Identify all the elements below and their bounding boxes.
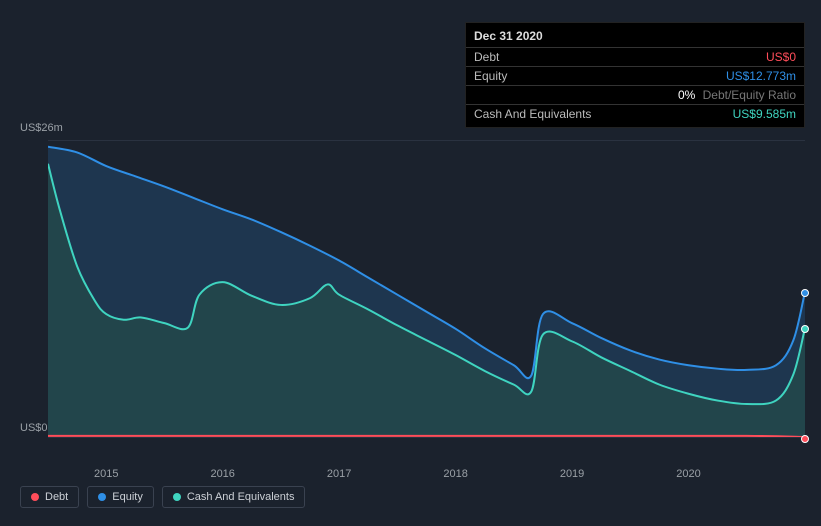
legend-label: Equity [112,491,143,503]
series-end-marker [801,325,809,333]
legend-item[interactable]: Debt [20,486,79,508]
tooltip-label: Cash And Equivalents [474,107,591,121]
tooltip-label: Equity [474,69,507,83]
series-end-marker [801,435,809,443]
x-tick-label: 2020 [676,468,700,480]
tooltip-value: US$9.585m [733,107,796,121]
chart-svg [48,141,805,437]
series-line [48,436,805,437]
legend-item[interactable]: Equity [87,486,154,508]
x-tick-label: 2018 [443,468,467,480]
legend-label: Debt [45,491,68,503]
legend-label: Cash And Equivalents [187,491,295,503]
legend-item[interactable]: Cash And Equivalents [162,486,306,508]
legend: Debt Equity Cash And Equivalents [20,486,305,508]
y-axis-bottom-label: US$0 [20,422,48,434]
hover-tooltip: Dec 31 2020 Debt US$0 Equity US$12.773m 0% D… [465,22,805,128]
tooltip-date: Dec 31 2020 [466,27,804,48]
x-tick-label: 2015 [94,468,118,480]
y-axis-top-label: US$26m [20,122,63,134]
tooltip-row: 0% Debt/Equity Ratio [466,86,804,105]
tooltip-value: US$12.773m [726,69,796,83]
tooltip-row: Debt US$0 [466,48,804,67]
x-tick-label: 2017 [327,468,351,480]
chart-plot-area[interactable] [48,140,805,438]
x-tick-label: 2019 [560,468,584,480]
tooltip-label: Debt [474,50,499,64]
x-tick-label: 2016 [210,468,234,480]
tooltip-row: Equity US$12.773m [466,67,804,86]
tooltip-value: 0% Debt/Equity Ratio [678,88,796,102]
tooltip-sublabel: Debt/Equity Ratio [699,88,796,102]
tooltip-row: Cash And Equivalents US$9.585m [466,105,804,123]
legend-dot-icon [173,493,181,501]
legend-dot-icon [98,493,106,501]
tooltip-value: US$0 [766,50,796,64]
series-end-marker [801,289,809,297]
legend-dot-icon [31,493,39,501]
